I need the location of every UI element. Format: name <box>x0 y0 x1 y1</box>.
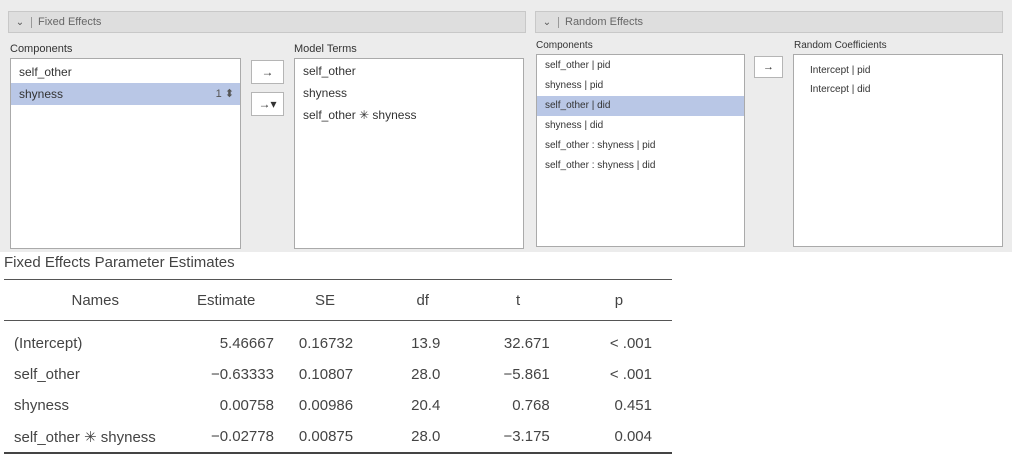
chevron-down-icon[interactable]: ⌄ <box>15 16 25 28</box>
random-effects-header[interactable]: ⌄ Random Effects <box>535 11 1003 33</box>
move-to-model-terms-button[interactable]: → <box>251 60 284 84</box>
model-terms-list[interactable]: self_other shyness self_other ✳ shyness <box>294 58 524 249</box>
random-coefficients-list[interactable]: Intercept | pid Intercept | did <box>793 54 1003 247</box>
fixed-effects-title: Fixed Effects <box>38 16 102 28</box>
list-item[interactable]: self_other | pid <box>545 60 611 71</box>
table-header-row: Names Estimate SE df t p <box>4 279 672 321</box>
col-header-df: df <box>375 279 471 321</box>
component-label: shyness <box>19 87 64 101</box>
list-item[interactable]: self_other | did <box>537 96 744 116</box>
cell-name: (Intercept) <box>14 335 83 352</box>
cell-se: 0.00986 <box>298 397 354 414</box>
random-components-list[interactable]: self_other | pid shyness | pid self_othe… <box>536 54 745 247</box>
table-row: self_other −0.63333 0.10807 28.0 −5.861 … <box>4 359 672 390</box>
cell-se: 0.16732 <box>298 335 354 352</box>
cell-estimate: 5.46667 <box>219 335 274 352</box>
cell-t: −5.861 <box>503 366 550 383</box>
table-row: self_other ✳ shyness −0.02778 0.00875 28… <box>4 421 672 454</box>
list-item[interactable]: self_other : shyness | did <box>545 160 656 171</box>
model-terms-label: Model Terms <box>294 43 357 55</box>
col-header-t: t <box>470 279 566 321</box>
move-interaction-dropdown-button[interactable]: →▾ <box>251 92 284 116</box>
list-item[interactable]: Intercept | did <box>810 84 871 95</box>
col-header-se: SE <box>274 279 376 321</box>
header-separator <box>558 16 559 28</box>
table-row: shyness 0.00758 0.00986 20.4 0.768 0.451 <box>4 390 672 421</box>
col-header-estimate: Estimate <box>177 279 275 321</box>
header-separator <box>31 16 32 28</box>
fixed-components-label: Components <box>10 43 73 55</box>
cell-df: 28.0 <box>375 421 471 454</box>
fixed-effects-header[interactable]: ⌄ Fixed Effects <box>8 11 526 33</box>
component-label: self_other <box>19 65 72 79</box>
list-item[interactable]: Intercept | pid <box>810 65 871 76</box>
chevron-down-icon[interactable]: ⌄ <box>542 16 552 28</box>
cell-t: 32.671 <box>503 335 550 352</box>
list-item[interactable]: self_other <box>11 61 240 83</box>
list-item[interactable]: shyness | did <box>545 120 604 131</box>
interaction-order-spinner[interactable]: 1 ⬍ <box>215 88 234 100</box>
list-item[interactable]: self_other ✳ shyness <box>303 108 417 122</box>
cell-estimate: 0.00758 <box>219 397 274 414</box>
list-item[interactable]: shyness <box>303 86 348 100</box>
cell-estimate: −0.63333 <box>210 366 274 383</box>
random-components-label: Components <box>536 40 593 51</box>
table-row: (Intercept) 5.46667 0.16732 13.9 32.671 … <box>4 321 672 360</box>
col-header-names: Names <box>4 279 178 321</box>
random-effects-title: Random Effects <box>565 16 644 28</box>
list-item[interactable]: self_other : shyness | pid <box>545 140 656 151</box>
cell-t: −3.175 <box>470 421 566 454</box>
move-to-random-coefficients-button[interactable]: → <box>754 56 783 78</box>
cell-df: 28.0 <box>411 366 441 383</box>
cell-df: 20.4 <box>411 397 441 414</box>
cell-df: 13.9 <box>411 335 441 352</box>
cell-p: 0.451 <box>614 397 652 414</box>
cell-p: 0.004 <box>565 421 672 454</box>
cell-p: < .001 <box>609 335 652 352</box>
list-item[interactable]: shyness | pid <box>545 80 604 91</box>
cell-estimate: −0.02778 <box>177 421 275 454</box>
random-coefficients-label: Random Coefficients <box>794 40 887 51</box>
list-item[interactable]: self_other <box>303 64 356 78</box>
cell-name: shyness <box>14 397 70 414</box>
fixed-effects-estimates-table: Names Estimate SE df t p (Intercept) 5.4… <box>4 279 672 454</box>
list-item[interactable]: shyness 1 ⬍ <box>11 83 240 105</box>
cell-name: self_other ✳ shyness <box>4 421 178 454</box>
cell-t: 0.768 <box>512 397 550 414</box>
cell-se: 0.10807 <box>298 366 354 383</box>
cell-se: 0.00875 <box>274 421 376 454</box>
fixed-components-list[interactable]: self_other shyness 1 ⬍ <box>10 58 241 249</box>
cell-name: self_other <box>14 366 80 383</box>
col-header-p: p <box>565 279 672 321</box>
results-table-title: Fixed Effects Parameter Estimates <box>4 254 235 271</box>
cell-p: < .001 <box>609 366 652 383</box>
